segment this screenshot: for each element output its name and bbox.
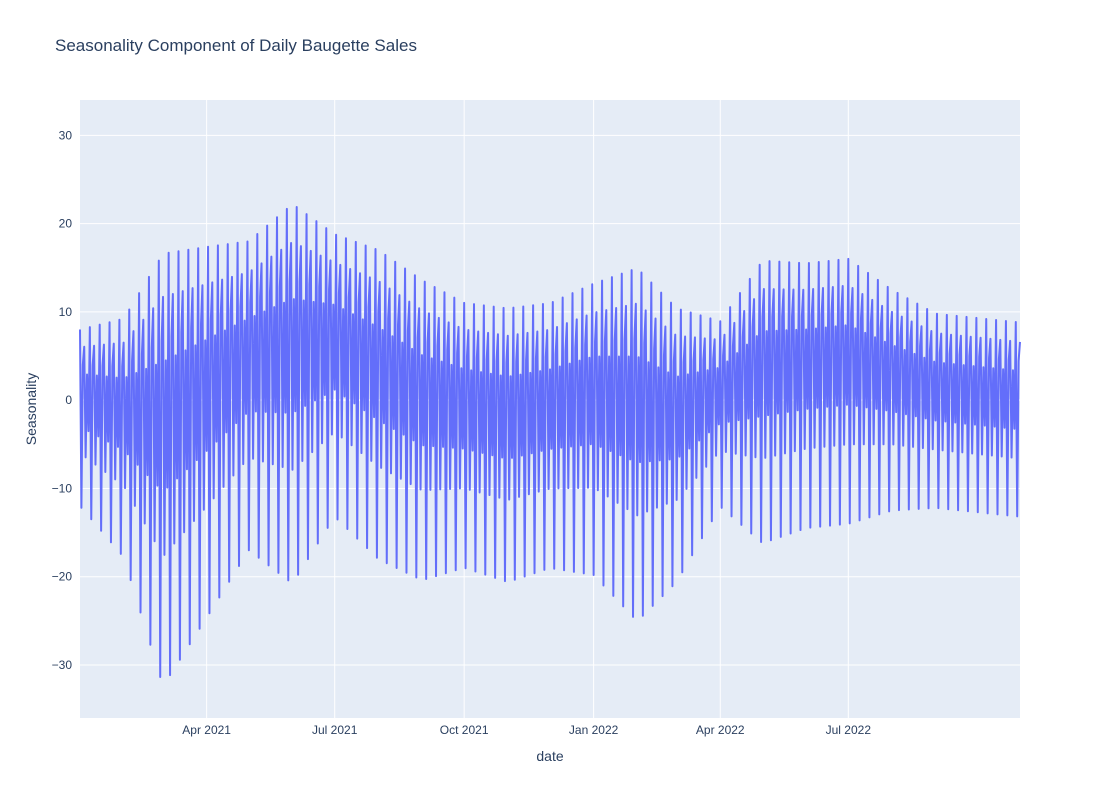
chart-title: Seasonality Component of Daily Baugette … bbox=[55, 36, 417, 55]
x-tick-label: Oct 2021 bbox=[440, 723, 489, 737]
x-tick-label: Jul 2022 bbox=[826, 723, 872, 737]
x-axis-ticks: Apr 2021 Jul 2021 Oct 2021 Jan 2022 Apr 2022… bbox=[182, 723, 871, 737]
y-tick-label: 20 bbox=[59, 217, 73, 231]
y-tick-label: 30 bbox=[59, 128, 73, 142]
seasonality-series-line bbox=[79, 206, 1021, 678]
y-tick-label: 0 bbox=[65, 393, 72, 407]
series-line-group bbox=[79, 206, 1021, 678]
y-tick-label: −30 bbox=[52, 658, 73, 672]
y-axis-ticks: −30 −20 −10 0 10 20 30 bbox=[52, 128, 73, 672]
x-axis-title: date bbox=[536, 748, 563, 764]
x-tick-label: Jan 2022 bbox=[569, 723, 619, 737]
x-tick-label: Apr 2022 bbox=[696, 723, 745, 737]
y-tick-label: −20 bbox=[52, 570, 73, 584]
y-axis-title: Seasonality bbox=[23, 373, 39, 445]
x-tick-label: Jul 2021 bbox=[312, 723, 358, 737]
y-tick-label: −10 bbox=[52, 481, 73, 495]
y-tick-label: 10 bbox=[59, 305, 73, 319]
x-tick-label: Apr 2021 bbox=[182, 723, 231, 737]
